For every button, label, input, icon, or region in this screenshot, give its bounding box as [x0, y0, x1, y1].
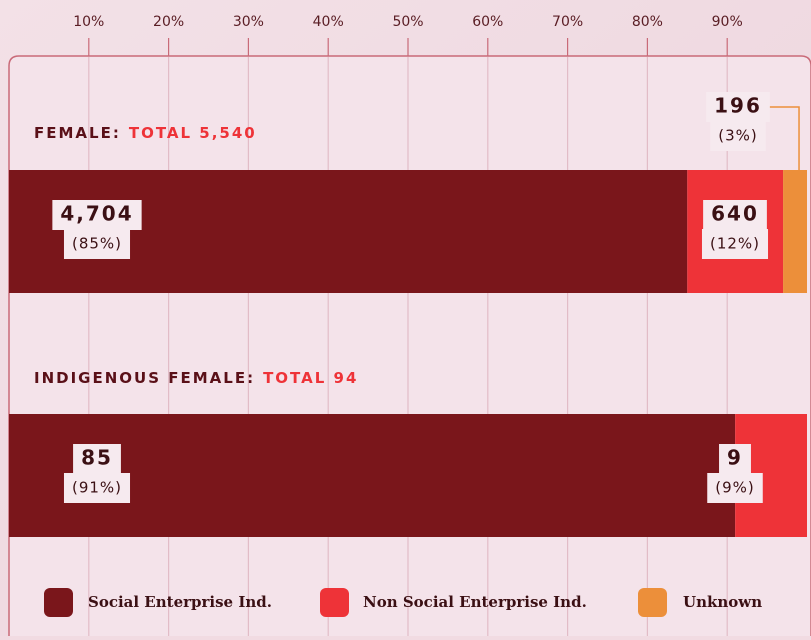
count-label: 9 [727, 446, 743, 470]
category-total: TOTAL 94 [263, 369, 358, 387]
value-label: (3%) [718, 127, 758, 145]
category-label: INDIGENOUS FEMALE: TOTAL 94 [34, 369, 358, 387]
category-total: TOTAL 5,540 [129, 124, 257, 142]
x-tick-label: 80% [632, 14, 663, 30]
x-tick-label: 60% [472, 14, 503, 30]
bar-segment [783, 170, 807, 293]
legend-label: Social Enterprise Ind. [88, 593, 272, 611]
value-label: (9%) [715, 479, 755, 497]
label-box [707, 473, 763, 503]
count-label: 85 [81, 446, 113, 470]
label-box [63, 229, 131, 259]
label-box [703, 200, 767, 230]
x-tick-label: 50% [392, 14, 423, 30]
panel [8, 55, 811, 640]
value-label: (91%) [72, 479, 122, 497]
label-box [73, 444, 121, 474]
count-label: 4,704 [60, 202, 133, 226]
count-label: 196 [714, 94, 762, 118]
label-box [52, 200, 142, 230]
label-box [63, 473, 131, 503]
legend-swatch [44, 588, 73, 617]
label-box [706, 92, 770, 122]
label-box [701, 229, 769, 259]
label-box [719, 444, 751, 474]
category-name: INDIGENOUS FEMALE: [34, 369, 255, 387]
connector [769, 106, 800, 170]
value-label: (12%) [710, 235, 760, 253]
x-tick-label: 20% [153, 14, 184, 30]
category-label: FEMALE: TOTAL 5,540 [34, 124, 257, 142]
x-tick-label: 30% [233, 14, 264, 30]
x-tick-label: 90% [712, 14, 743, 30]
bar-segment [9, 414, 736, 537]
count-label: 640 [711, 202, 759, 226]
legend-swatch [320, 588, 349, 617]
value-label: (85%) [72, 235, 122, 253]
legend-label: Non Social Enterprise Ind. [363, 593, 587, 611]
x-tick-label: 70% [552, 14, 583, 30]
category-name: FEMALE: [34, 124, 121, 142]
label-box [710, 121, 766, 151]
x-tick-label: 40% [313, 14, 344, 30]
legend-label: Unknown [683, 593, 762, 611]
x-tick-label: 10% [73, 14, 104, 30]
legend-swatch [638, 588, 667, 617]
